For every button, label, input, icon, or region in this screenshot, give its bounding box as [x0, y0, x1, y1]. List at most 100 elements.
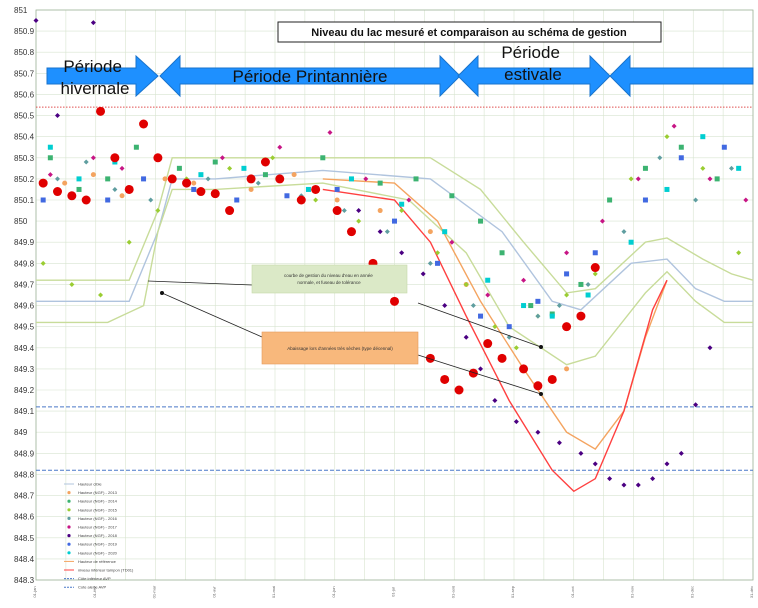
reference-lines: [36, 106, 753, 471]
data-point: [425, 353, 435, 363]
data-point: [592, 461, 598, 467]
data-point: [148, 197, 154, 203]
data-point: [377, 180, 383, 186]
period-banner: Période hivernale Période Printannière P…: [46, 43, 754, 98]
annotation-normal-year: courbe de gestion du niveau d'eau en ann…: [147, 264, 408, 294]
data-point: [497, 353, 507, 363]
data-point: [182, 178, 192, 188]
y-tick-label: 849.3: [14, 365, 35, 374]
legend-entry: Hauteur (NGF) - 2019: [78, 542, 118, 547]
y-tick-label: 848.5: [14, 534, 35, 543]
y-tick-label: 851: [14, 6, 28, 15]
data-point: [564, 271, 570, 277]
legend-swatch: [67, 516, 71, 521]
curve-line: [36, 157, 754, 294]
data-point: [198, 172, 204, 178]
x-tick-label: 01-jun: [331, 586, 336, 597]
data-point: [110, 153, 120, 163]
data-point: [112, 186, 118, 192]
data-point: [191, 180, 197, 186]
data-point: [119, 165, 125, 171]
data-point: [590, 263, 600, 273]
data-point: [399, 201, 405, 207]
data-point: [53, 187, 63, 197]
data-point: [599, 218, 605, 224]
data-point: [592, 271, 598, 277]
data-point: [390, 296, 399, 306]
data-point: [270, 155, 276, 161]
data-point: [255, 180, 261, 186]
data-point: [47, 172, 53, 178]
curve-line: [36, 182, 753, 366]
data-point: [700, 165, 706, 171]
data-point: [642, 165, 648, 171]
data-point: [519, 364, 529, 374]
data-point: [55, 113, 61, 119]
y-tick-label: 849.9: [14, 238, 35, 247]
x-tick-label: 01-jul: [391, 587, 396, 597]
data-point: [547, 374, 557, 384]
data-point: [492, 398, 498, 404]
data-point: [377, 229, 383, 235]
management-curves: [36, 157, 754, 493]
data-point: [707, 176, 713, 182]
data-point: [356, 218, 362, 224]
data-point: [67, 191, 77, 201]
legend-entry: Hauteur (NGF) - 2015: [78, 507, 118, 512]
y-tick-label: 848.6: [14, 513, 35, 522]
data-point: [262, 172, 268, 178]
data-point: [392, 218, 397, 224]
data-point: [356, 208, 362, 214]
data-points: [33, 18, 749, 488]
y-tick-label: 850.4: [14, 133, 35, 142]
data-point: [678, 144, 684, 150]
data-point: [141, 176, 147, 182]
data-point: [346, 227, 356, 237]
data-point: [40, 197, 46, 203]
data-point: [463, 281, 469, 287]
plot-frame: [35, 9, 754, 581]
legend-swatch: [67, 551, 71, 555]
period-arrow-hivernale: [46, 54, 159, 98]
data-point: [556, 303, 562, 309]
data-point: [105, 176, 111, 182]
data-point: [260, 157, 270, 167]
chart-title: Niveau du lac mesuré et comparaison au s…: [311, 27, 627, 39]
data-point: [549, 313, 555, 319]
x-tick-label: 31-déc: [749, 586, 754, 598]
data-point: [736, 250, 742, 256]
data-point: [556, 440, 562, 446]
data-point: [449, 239, 455, 245]
data-point: [454, 385, 464, 395]
svg-text:courbe de gestion du niveau d': courbe de gestion du niveau d'eau en ann…: [284, 273, 374, 285]
data-point: [69, 281, 75, 287]
data-point: [124, 184, 134, 194]
data-point: [485, 277, 491, 283]
legend-entry: Hauteur (NGF) - 2017: [78, 525, 118, 530]
data-point: [535, 429, 541, 435]
data-point: [341, 208, 347, 214]
legend-entry: Cote alerte AVP: [78, 585, 106, 590]
x-tick-label: 01-mai: [271, 586, 276, 598]
data-point: [650, 476, 656, 482]
data-point: [483, 339, 493, 349]
y-tick-label: 848.9: [14, 449, 35, 458]
x-axis-ticks: 01-jan 01-fév 01-mar 01-avr 01-mai 01-jun 01-j…: [32, 585, 754, 598]
data-point: [420, 271, 426, 277]
data-point: [468, 368, 478, 378]
data-point: [377, 208, 383, 214]
data-point: [513, 419, 519, 425]
x-tick-label: 01-sep: [510, 585, 515, 598]
y-tick-label: 850.2: [14, 175, 35, 184]
data-point: [499, 250, 505, 256]
period-arrow-automnale: [609, 54, 754, 98]
data-point: [564, 292, 570, 298]
data-point: [664, 186, 670, 192]
data-point: [311, 184, 321, 194]
x-tick-label: 01-fév: [92, 586, 97, 597]
y-tick-label: 850.5: [14, 112, 35, 121]
data-point: [635, 482, 641, 488]
annotation-normal-year-line2: normale, et fuseau de tolérance: [297, 280, 361, 285]
curve-line: [36, 169, 753, 311]
data-point: [96, 106, 106, 116]
